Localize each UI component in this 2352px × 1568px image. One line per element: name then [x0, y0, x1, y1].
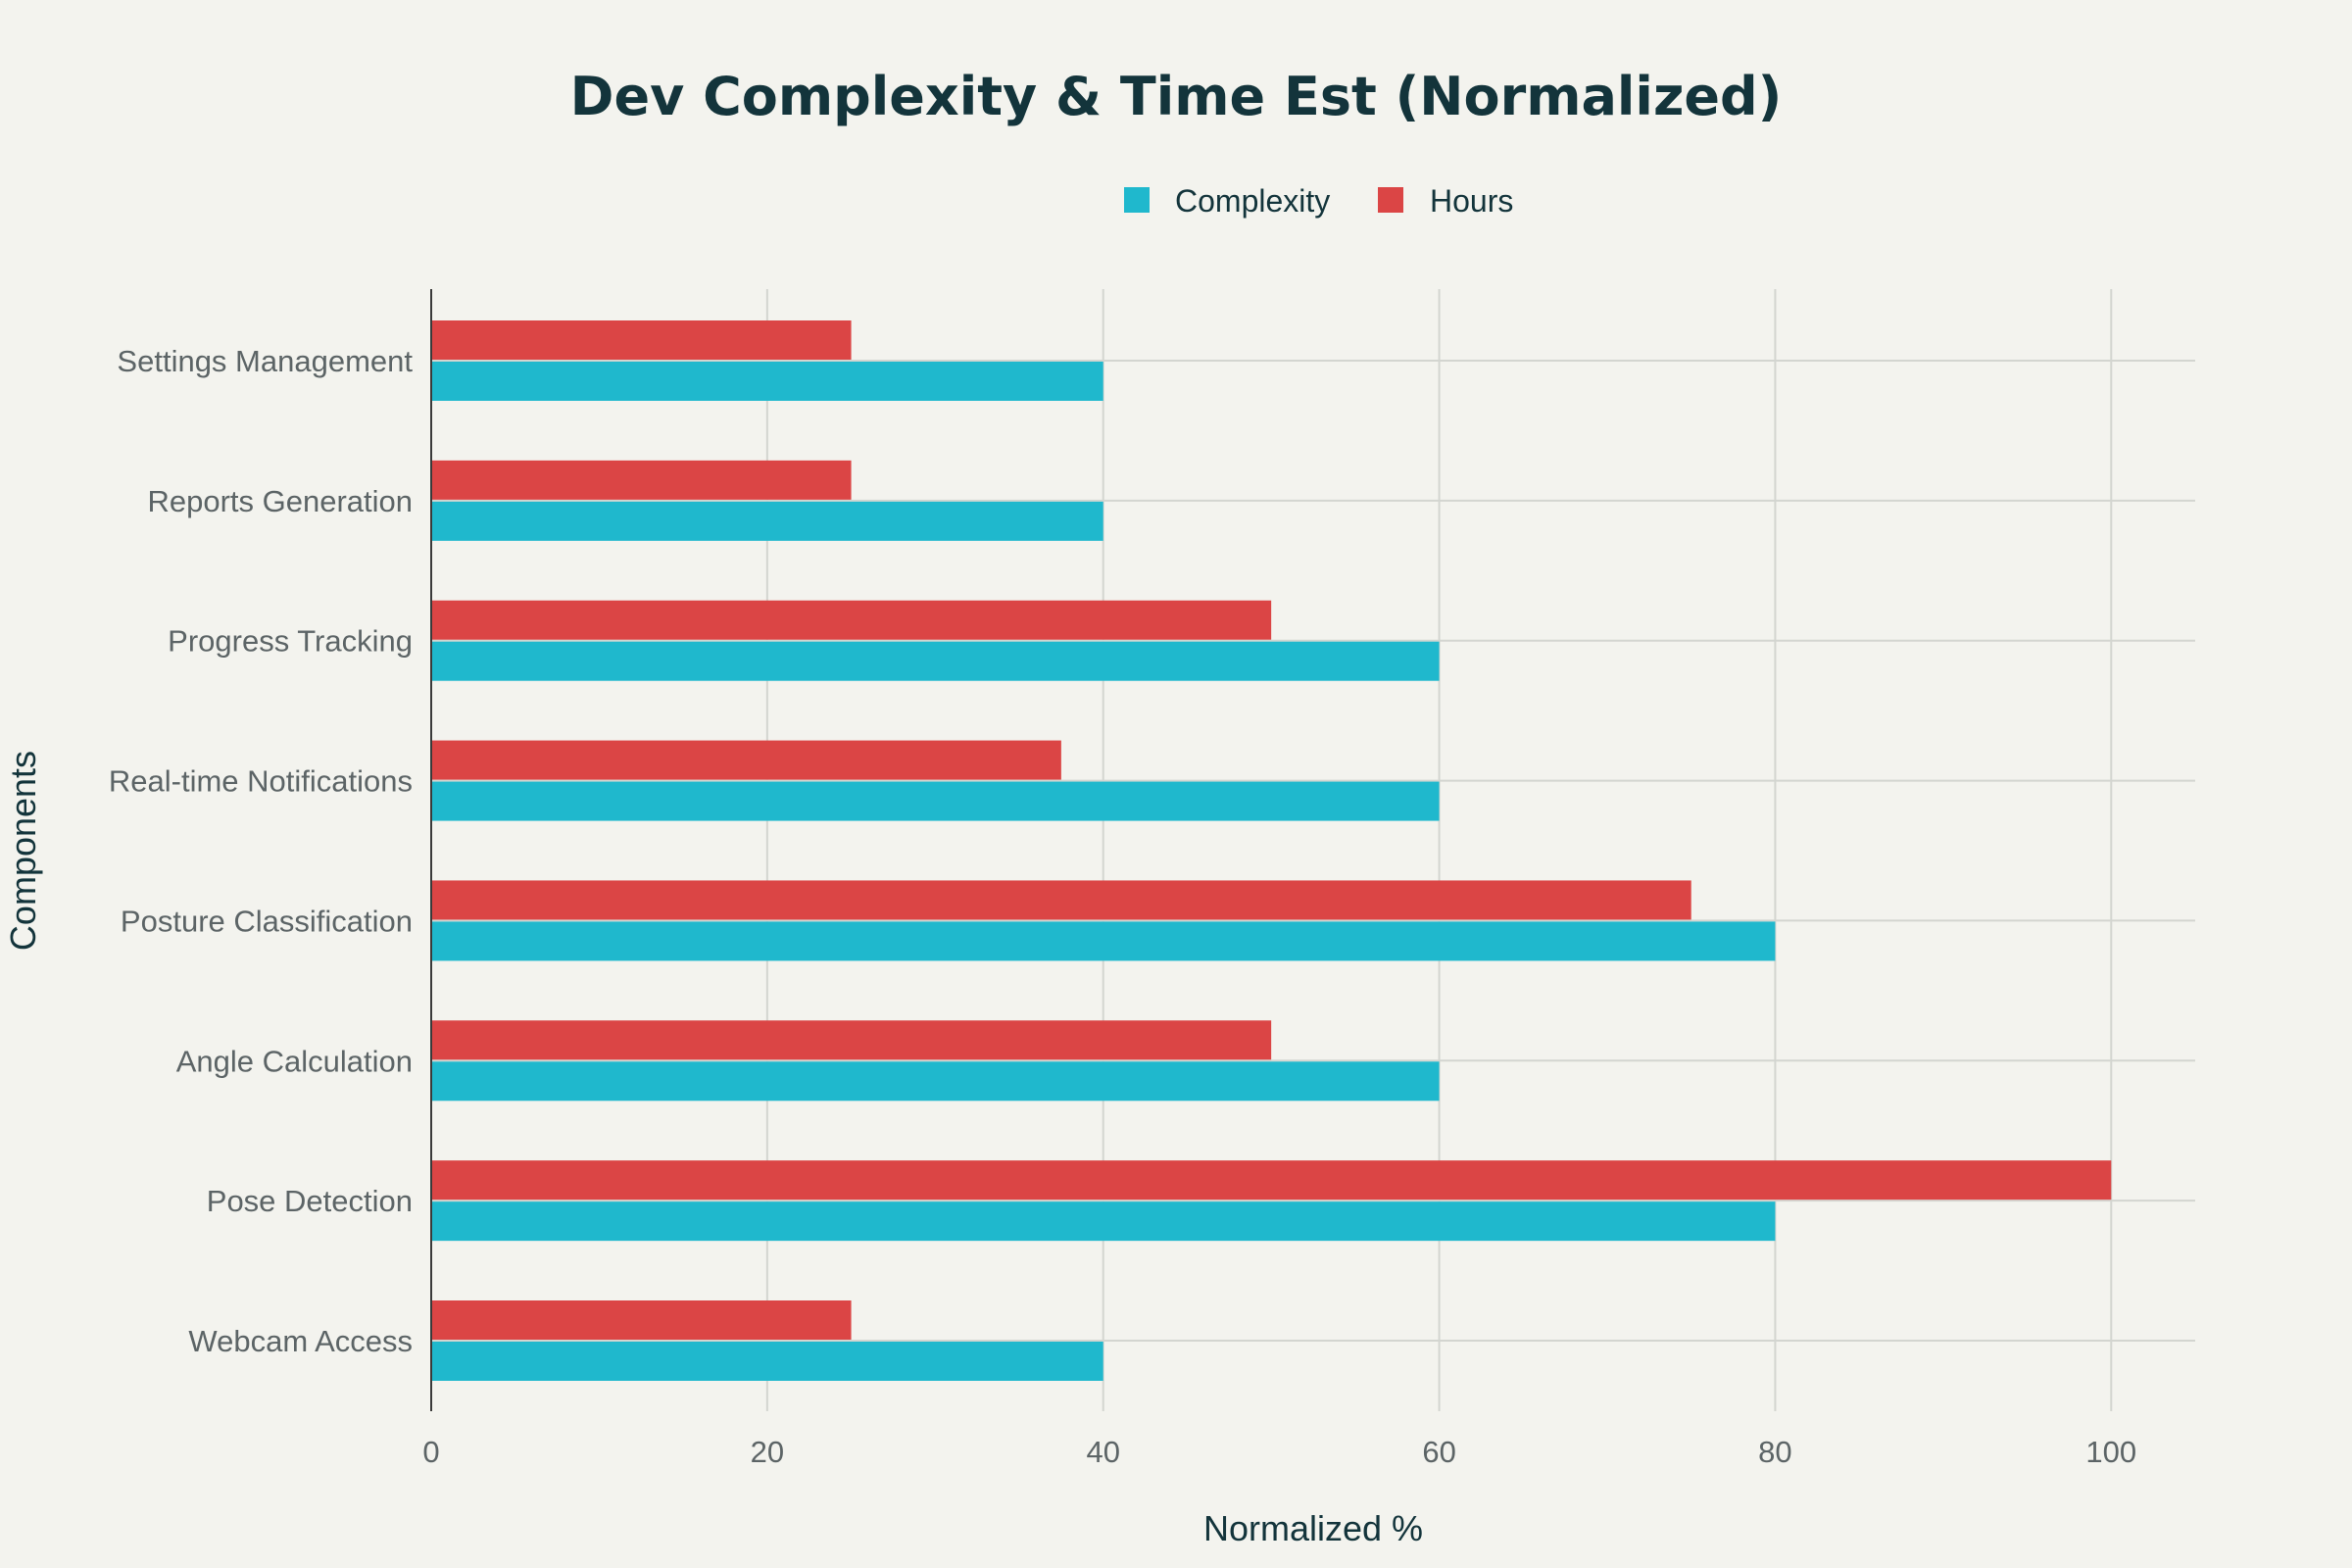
bar-complexity-posture-classification	[431, 921, 1776, 961]
legend-label-complexity: Complexity	[1175, 183, 1330, 219]
y-tick-labels: Webcam Access Pose Detection Angle Calcula…	[109, 344, 413, 1358]
y-tick-label-angle-calculation: Angle Calculation	[176, 1044, 413, 1078]
y-tick-label-real-time-notifications: Real-time Notifications	[109, 764, 413, 799]
bar-complexity-reports-generation	[431, 501, 1103, 541]
y-tick-label-reports-generation: Reports Generation	[147, 484, 413, 518]
y-tick-label-progress-tracking: Progress Tracking	[168, 624, 413, 659]
y-tick-label-posture-classification: Posture Classification	[121, 904, 413, 938]
bar-complexity-angle-calculation	[431, 1061, 1440, 1102]
x-axis-title: Normalized %	[1203, 1508, 1423, 1548]
bar-complexity-webcam-access	[431, 1342, 1103, 1381]
bar-complexity-pose-detection	[431, 1201, 1776, 1242]
x-tick-labels: 0 20 40 60 80 100	[422, 1435, 2136, 1469]
x-tick-label-20: 20	[751, 1435, 784, 1469]
y-tick-label-webcam-access: Webcam Access	[188, 1324, 413, 1358]
gridlines	[431, 289, 2195, 1411]
bar-hours-reports-generation	[431, 460, 852, 500]
legend-swatch-hours	[1378, 187, 1403, 213]
bar-hours-pose-detection	[431, 1160, 2112, 1200]
bar-hours-webcam-access	[431, 1300, 852, 1340]
x-tick-label-80: 80	[1758, 1435, 1791, 1469]
x-tick-label-100: 100	[2085, 1435, 2136, 1469]
legend: Complexity Hours	[1124, 183, 1513, 219]
y-tick-label-settings-management: Settings Management	[117, 344, 413, 378]
x-tick-label-60: 60	[1422, 1435, 1455, 1469]
bar-hours-posture-classification	[431, 880, 1691, 920]
bar-hours-settings-management	[431, 320, 852, 360]
bar-hours-real-time-notifications	[431, 740, 1061, 780]
bar-complexity-progress-tracking	[431, 641, 1440, 681]
bar-hours-progress-tracking	[431, 600, 1272, 640]
bar-hours-angle-calculation	[431, 1020, 1272, 1060]
legend-label-hours: Hours	[1430, 183, 1513, 219]
chart-title: Dev Complexity & Time Est (Normalized)	[570, 66, 1783, 127]
x-tick-label-0: 0	[422, 1435, 439, 1469]
y-axis-title: Components	[3, 751, 43, 951]
bars	[431, 320, 2112, 1381]
bar-complexity-settings-management	[431, 362, 1103, 401]
legend-swatch-complexity	[1124, 187, 1150, 213]
y-tick-label-pose-detection: Pose Detection	[207, 1184, 413, 1218]
x-tick-label-40: 40	[1086, 1435, 1119, 1469]
bar-complexity-real-time-notifications	[431, 781, 1440, 821]
